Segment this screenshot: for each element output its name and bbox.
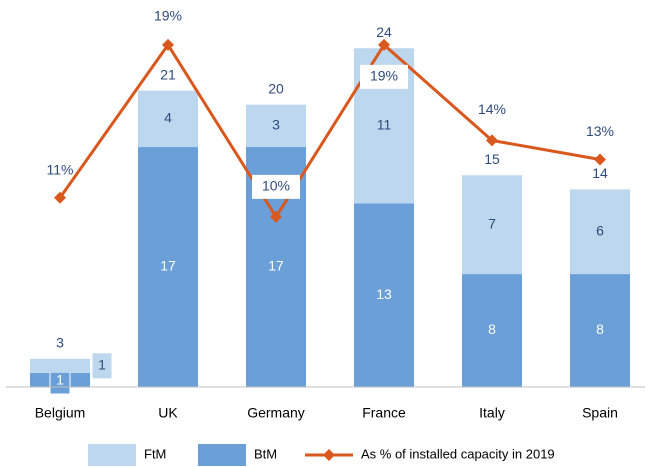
total-label: 24 bbox=[376, 24, 392, 40]
line-value-label: 19% bbox=[154, 8, 182, 24]
bar-value-label: 8 bbox=[596, 321, 604, 337]
bar-value-label: 8 bbox=[488, 321, 496, 337]
total-label: 3 bbox=[56, 334, 64, 350]
line-marker bbox=[54, 191, 66, 204]
bar-segment bbox=[138, 147, 198, 387]
bar-segment bbox=[246, 104, 306, 148]
bar-value-label: 3 bbox=[272, 117, 280, 133]
bar-segment bbox=[570, 189, 630, 275]
bar-value-label: 13 bbox=[376, 286, 392, 302]
bar-segment bbox=[354, 203, 414, 387]
bar-segment bbox=[138, 90, 198, 148]
total-label: 20 bbox=[268, 80, 284, 96]
legend-swatch bbox=[88, 444, 136, 466]
legend-swatch bbox=[198, 444, 246, 466]
bar-value-label: 4 bbox=[164, 110, 172, 126]
bar-value-label: 1 bbox=[56, 372, 64, 388]
label-box bbox=[252, 174, 300, 199]
x-tick-label: Germany bbox=[247, 405, 305, 421]
label-box bbox=[91, 352, 113, 380]
legend-marker bbox=[323, 449, 335, 461]
legend-label: As % of installed capacity in 2019 bbox=[361, 446, 555, 461]
x-tick-label: Italy bbox=[479, 405, 505, 421]
bar-segment bbox=[570, 274, 630, 387]
bar-value-label: 1 bbox=[98, 357, 106, 373]
line-marker bbox=[270, 210, 282, 223]
x-tick-label: France bbox=[362, 405, 406, 421]
bar-value-label: 6 bbox=[596, 222, 604, 238]
total-label: 15 bbox=[484, 151, 500, 167]
legend-label: BtM bbox=[254, 446, 277, 461]
total-label: 14 bbox=[592, 165, 608, 181]
total-label: 21 bbox=[160, 66, 176, 82]
x-tick-label: Spain bbox=[582, 405, 618, 421]
line-value-label: 10% bbox=[262, 178, 290, 194]
line-marker bbox=[486, 134, 498, 147]
x-tick-label: Belgium bbox=[35, 405, 86, 421]
bar-segment bbox=[462, 175, 522, 275]
bar-value-label: 17 bbox=[268, 258, 284, 274]
bar-value-label: 11 bbox=[377, 117, 392, 133]
line-marker bbox=[594, 153, 606, 166]
legend-label: FtM bbox=[144, 446, 166, 461]
bar-value-label: 7 bbox=[488, 215, 496, 231]
line bbox=[58, 42, 601, 220]
label-box bbox=[360, 64, 408, 89]
line-marker bbox=[378, 38, 390, 51]
line-value-label: 13% bbox=[586, 123, 614, 139]
line-value-label: 19% bbox=[370, 68, 398, 84]
bar-value-label: 17 bbox=[160, 258, 176, 274]
line-value-label: 14% bbox=[478, 101, 506, 117]
line-value-label: 11% bbox=[47, 161, 74, 177]
bar-segment bbox=[30, 358, 90, 373]
line-marker bbox=[162, 38, 174, 51]
x-tick-label: UK bbox=[158, 405, 178, 421]
bar-segment bbox=[462, 274, 522, 387]
